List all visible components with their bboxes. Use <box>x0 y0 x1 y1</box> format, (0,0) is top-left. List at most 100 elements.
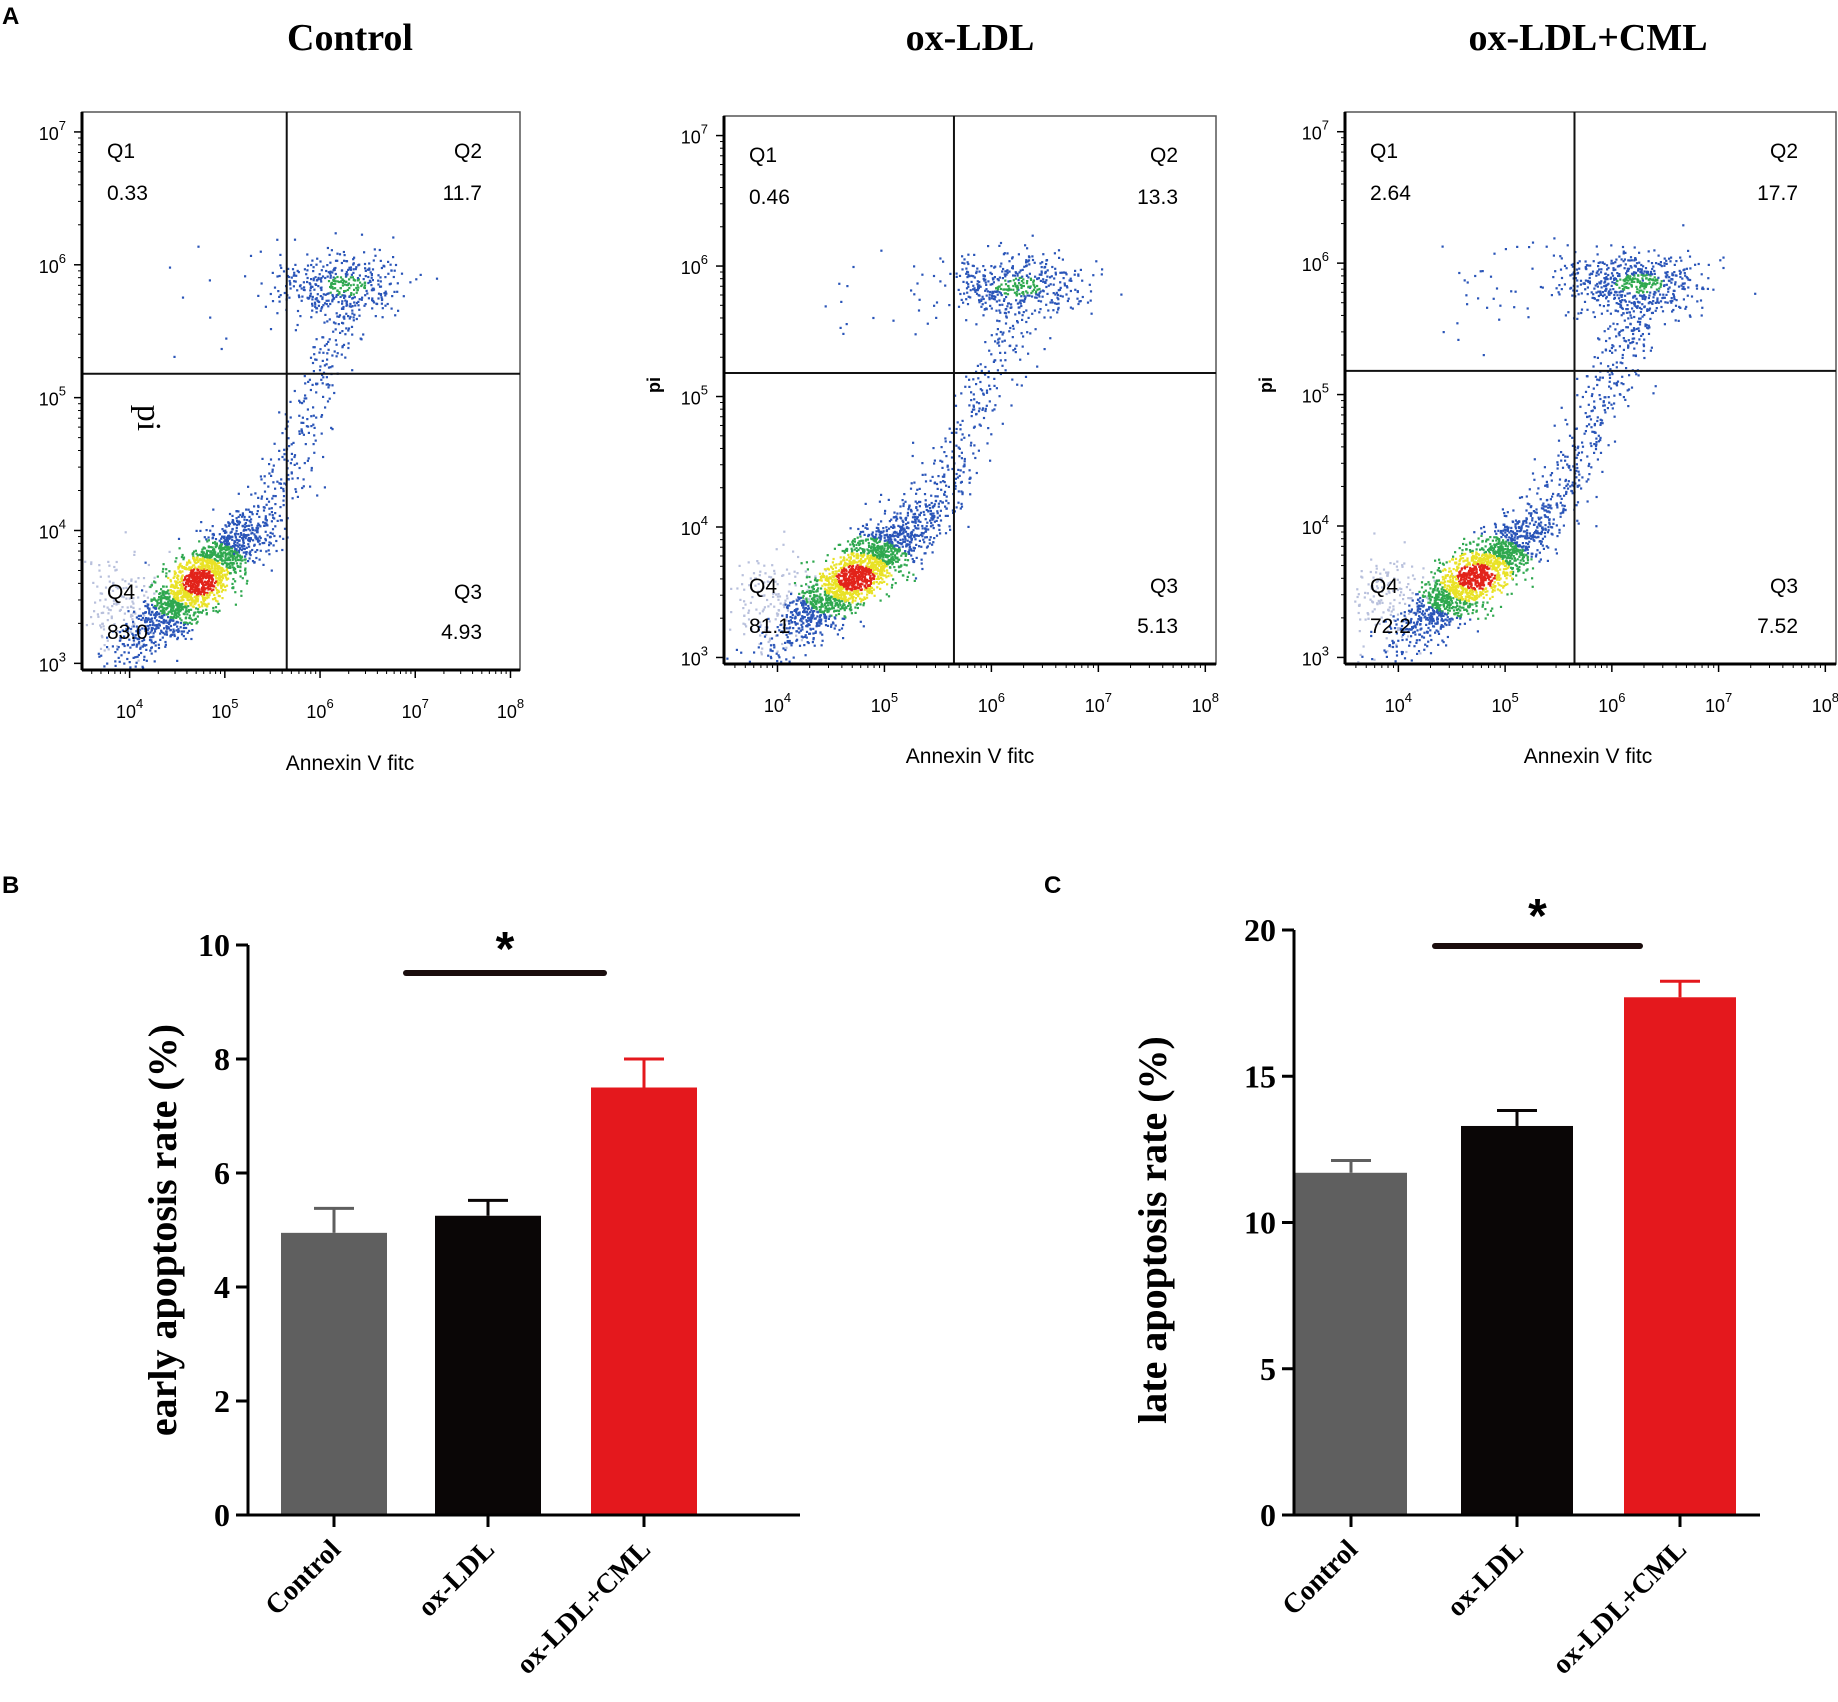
flow-event-dot <box>874 566 877 569</box>
flow-event-dot <box>185 563 188 566</box>
flow-event-dot <box>227 571 230 574</box>
flow-event-dot <box>289 400 292 403</box>
flow-event-dot <box>222 529 225 533</box>
flow-event-dot <box>821 611 824 614</box>
flow-event-dot <box>843 551 846 554</box>
flow-event-dot <box>849 603 852 606</box>
flow-event-dot <box>173 633 176 636</box>
flow-event-dot <box>759 624 763 627</box>
flow-event-dot <box>828 591 831 594</box>
flow-event-dot <box>243 555 247 558</box>
flow-event-dot <box>232 550 235 554</box>
flow-event-dot <box>126 643 129 647</box>
flow-event-dot <box>99 575 102 578</box>
flow-event-dot <box>259 536 262 540</box>
flow-event-dot <box>269 535 272 539</box>
flow-event-dot <box>319 348 322 351</box>
flow-event-dot <box>887 560 890 563</box>
flow-event-dot <box>169 624 173 628</box>
flow-event-dot <box>959 507 962 510</box>
flow-event-dot <box>782 647 785 650</box>
flow-event-dot <box>774 634 778 637</box>
flow-event-dot <box>347 329 350 332</box>
flow-event-dot <box>768 575 771 578</box>
flow-event-dot <box>876 568 879 571</box>
flow-event-dot <box>880 565 883 568</box>
flow-event-dot <box>125 586 128 589</box>
flow-event-dot <box>322 376 325 379</box>
flow-event-dot <box>208 591 212 594</box>
flow-event-dot <box>890 553 893 556</box>
flow-event-dot <box>853 540 856 543</box>
flow-event-dot <box>165 607 168 610</box>
flow-event-dot <box>867 533 870 536</box>
flow-event-dot <box>926 545 929 548</box>
flow-event-dot <box>843 567 846 570</box>
flow-event-dot <box>878 540 882 543</box>
flow-event-dot <box>302 288 305 291</box>
flow-event-dot <box>238 535 241 538</box>
flow-event-dot <box>916 488 919 491</box>
flow-event-dot <box>162 607 165 610</box>
flow-event-dot <box>196 574 199 577</box>
flow-event-dot <box>895 557 898 560</box>
flow-event-dot <box>851 561 854 564</box>
flow-event-dot <box>168 623 171 626</box>
flow-event-dot <box>849 573 852 576</box>
flow-event-dot <box>121 629 124 632</box>
flow-event-dot <box>212 588 215 591</box>
flow-event-dot <box>834 595 837 598</box>
flow-event-dot <box>314 305 317 308</box>
flow-event-dot <box>272 494 275 498</box>
flow-event-dot <box>968 481 971 484</box>
flow-event-dot <box>149 649 152 652</box>
flow-event-dot <box>846 588 849 591</box>
flow-event-dot <box>870 562 874 565</box>
flow-event-dot <box>227 522 230 525</box>
flow-event-dot <box>347 268 350 271</box>
flow-event-dot <box>326 352 329 355</box>
flow-event-dot <box>804 591 807 595</box>
flow-event-dot <box>857 582 860 585</box>
flow-event-dot <box>818 595 821 598</box>
flow-event-dot <box>295 490 298 493</box>
flow-event-dot <box>296 309 300 313</box>
flow-event-dot <box>861 573 864 576</box>
flow-event-dot <box>859 567 862 570</box>
flow-event-dot <box>218 574 221 577</box>
flow-event-dot <box>209 316 212 319</box>
flow-event-dot <box>802 609 806 613</box>
flow-event-dot <box>100 592 104 595</box>
flow-event-dot <box>906 539 909 542</box>
flow-event-dot <box>843 579 846 582</box>
flow-event-dot <box>197 593 200 596</box>
flow-event-dot <box>245 529 248 532</box>
flow-event-dot <box>222 551 225 554</box>
flow-event-dot <box>392 256 395 259</box>
flow-event-dot <box>848 577 851 580</box>
flow-event-dot <box>212 574 215 577</box>
flow-event-dot <box>220 571 223 574</box>
flow-event-dot <box>1010 404 1013 407</box>
flow-event-dot <box>287 267 290 270</box>
flow-event-dot <box>911 558 914 561</box>
flow-event-dot <box>821 572 824 575</box>
flow-event-dot <box>885 550 888 553</box>
flow-event-dot <box>177 575 180 578</box>
flow-event-dot <box>743 614 746 617</box>
flow-event-dot <box>776 634 779 637</box>
flow-event-dot <box>306 408 309 411</box>
flow-event-dot <box>225 562 228 565</box>
flow-event-dot <box>133 553 136 556</box>
flow-event-dot <box>111 589 115 592</box>
flow-event-dot <box>369 271 372 274</box>
flow-event-dot <box>93 610 96 613</box>
flow-event-dot <box>389 282 392 285</box>
flow-event-dot <box>213 553 216 556</box>
flow-event-dot <box>200 521 203 524</box>
flow-event-dot <box>850 547 853 550</box>
flow-event-dot <box>857 587 860 590</box>
flow-event-dot <box>897 535 900 538</box>
flow-event-dot <box>256 531 259 534</box>
flow-event-dot <box>875 563 878 566</box>
